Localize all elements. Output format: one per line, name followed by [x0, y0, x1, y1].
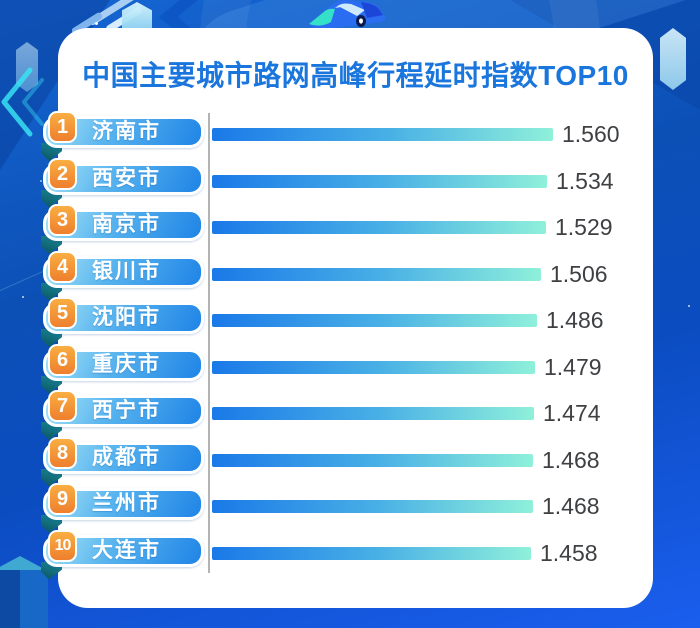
rank-number: 9: [56, 488, 69, 510]
value-label: 1.479: [544, 353, 602, 380]
chart-row: 重庆市 6 1.479: [41, 343, 653, 395]
city-name: 沈阳市: [92, 306, 161, 329]
rank-badge: 5: [48, 297, 77, 329]
rank-number: 1: [56, 116, 69, 138]
value-bar: [212, 360, 535, 374]
rank-number: 4: [56, 255, 69, 278]
axis-line: [208, 113, 210, 573]
cube-icon: [0, 570, 22, 628]
chart-card: 中国主要城市路网高峰行程延时指数TOP10 济南市 1 1.560 西安市 2 …: [41, 28, 653, 608]
city-name: 南京市: [92, 213, 161, 236]
city-name: 大连市: [92, 538, 161, 562]
value-bar: [212, 453, 533, 467]
value-label: 1.468: [542, 446, 600, 473]
value-bar: [212, 128, 553, 141]
value-label: 1.468: [542, 493, 600, 519]
rank-number: 3: [56, 209, 69, 231]
chart-row: 西安市 2 1.534: [41, 157, 653, 209]
chart-row: 成都市 8 1.468: [41, 436, 653, 488]
value-bar: [212, 407, 534, 420]
star-dot-icon: [22, 296, 24, 298]
rank-badge: 1: [48, 111, 77, 143]
chart-row: 济南市 1 1.560: [41, 111, 653, 162]
chart-row: 沈阳市 5 1.486: [41, 297, 653, 348]
rank-badge: 8: [48, 436, 77, 469]
value-bar: [212, 174, 547, 188]
city-name: 成都市: [92, 445, 161, 469]
city-name: 济南市: [92, 120, 161, 143]
cyan-chevron-icon: [1, 67, 44, 137]
value-label: 1.529: [555, 214, 613, 240]
rank-badge: 9: [48, 483, 77, 515]
star-dot-icon: [40, 180, 42, 182]
cube-icon: [20, 570, 48, 628]
car-icon: [309, 0, 386, 30]
rank-number: 2: [56, 162, 69, 185]
chart-row: 南京市 3 1.529: [41, 204, 653, 255]
rank-badge: 10: [48, 529, 77, 562]
city-name: 兰州市: [92, 492, 161, 515]
value-bar: [212, 546, 531, 560]
city-name: 西宁市: [92, 399, 161, 422]
chart-row: 银川市 4 1.506: [41, 250, 653, 302]
chart-title: 中国主要城市路网高峰行程延时指数TOP10: [82, 60, 629, 91]
value-label: 1.474: [543, 400, 601, 426]
value-label: 1.486: [546, 307, 604, 333]
rank-number: 6: [56, 348, 69, 371]
rank-badge: 7: [48, 390, 77, 422]
value-label: 1.534: [556, 167, 614, 194]
star-dot-icon: [688, 305, 690, 307]
value-bar: [212, 314, 537, 327]
rank-number: 5: [56, 302, 69, 324]
city-name: 重庆市: [92, 352, 161, 376]
star-dot-icon: [95, 22, 98, 25]
value-label: 1.506: [550, 260, 608, 287]
chart-row: 兰州市 9 1.468: [41, 483, 653, 534]
rank-number: 10: [54, 536, 72, 554]
rank-badge: 6: [48, 343, 77, 376]
rank-badge: 4: [48, 250, 77, 283]
rank-badge: 3: [48, 204, 77, 236]
rank-number: 7: [56, 395, 69, 417]
value-bar: [212, 221, 546, 234]
chart-row: 大连市 10 1.458: [41, 529, 653, 581]
city-name: 西安市: [92, 166, 161, 190]
value-label: 1.560: [562, 121, 620, 147]
cube-icon: [660, 28, 686, 90]
city-name: 银川市: [92, 259, 161, 283]
chart-row: 西宁市 7 1.474: [41, 390, 653, 441]
rank-number: 8: [56, 441, 69, 464]
rank-badge: 2: [48, 157, 77, 190]
value-bar: [212, 500, 533, 513]
value-label: 1.458: [540, 539, 598, 566]
value-bar: [212, 267, 541, 281]
